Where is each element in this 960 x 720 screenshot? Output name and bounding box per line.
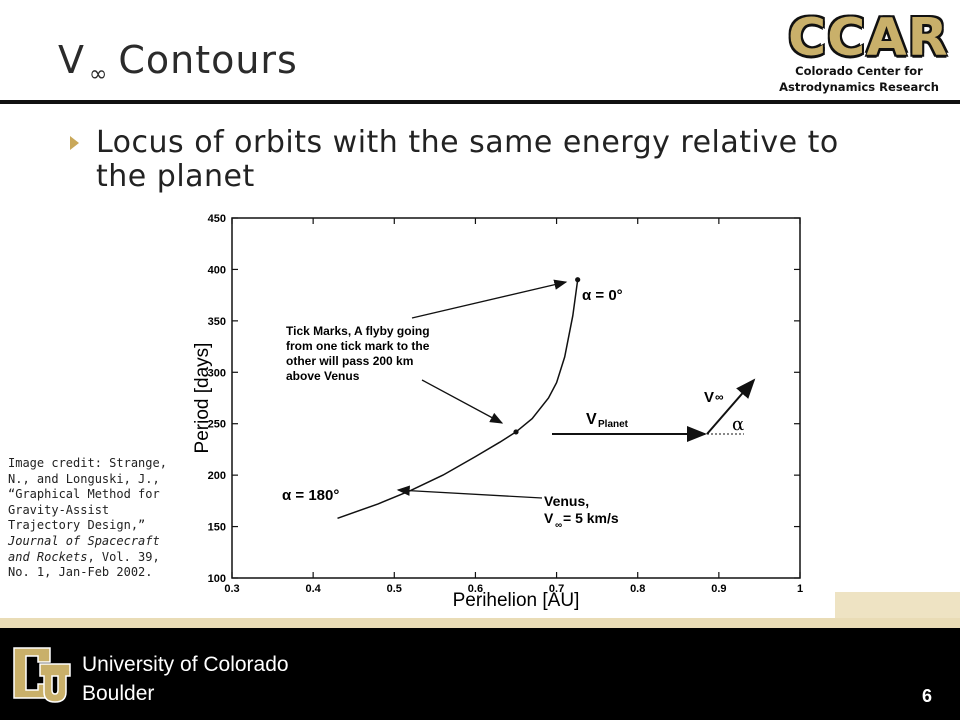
university-name: University of Colorado Boulder <box>82 650 289 708</box>
y-tick-label: 200 <box>208 470 226 482</box>
title-rest: Contours <box>118 38 298 82</box>
title-subscript: ∞ <box>89 62 109 87</box>
arrow-from-venus-label <box>396 485 543 499</box>
ccar-logo-abbrev: CCAR <box>788 8 949 68</box>
venus-label-inf: ∞ <box>555 520 562 531</box>
x-tick-label: 0.5 <box>387 583 402 595</box>
bullet-arrow-icon <box>70 136 79 150</box>
vinf-vector <box>706 378 756 435</box>
title-v: V <box>58 38 85 82</box>
y-tick-label: 350 <box>208 316 226 328</box>
x-tick-label: 0.6 <box>468 583 483 595</box>
x-tick-label: 0.7 <box>549 583 564 595</box>
y-tick-label: 150 <box>208 522 226 534</box>
tick-note-line1: Tick Marks, A flyby going <box>286 324 430 338</box>
title-rule <box>0 100 960 104</box>
footer-accent-block <box>835 592 960 620</box>
bullet-line2: the planet <box>96 159 255 194</box>
arrow-to-mid-tick <box>421 379 504 424</box>
y-tick-label: 300 <box>208 367 226 379</box>
y-axis-label: Period [days] <box>192 343 213 454</box>
cu-logo-icon <box>13 647 71 703</box>
footer-bar <box>0 628 960 720</box>
tick-note-line3: other will pass 200 km <box>286 354 413 368</box>
vinf-label: V <box>704 389 714 406</box>
tick-note-line4: above Venus <box>286 369 360 383</box>
credit-journal: Journal of Spacecraft and Rockets <box>8 533 160 564</box>
chart-svg: 0.3 0.4 0.5 0.6 0.7 0.8 0.9 1 100 150 200 250 300 350… <box>192 213 803 611</box>
venus-label-v: V <box>544 510 554 526</box>
ccar-logo: CCAR Colorado Center for Astrodynamics R… <box>770 8 948 100</box>
university-line2: Boulder <box>82 682 155 705</box>
image-credit: Image credit: Strange, N., and Longuski,… <box>8 456 184 581</box>
bullet-line1: Locus of orbits with the same energy rel… <box>96 125 839 160</box>
ccar-logo-line2: Astrodynamics Research <box>779 80 939 94</box>
footer-band <box>0 618 960 630</box>
alpha-180-label: α = 180° <box>282 487 339 504</box>
x-tick-label: 0.3 <box>224 583 239 595</box>
alpha-zero-label: α = 0° <box>582 287 623 304</box>
vinf-subscript: ∞ <box>715 390 724 404</box>
plot-frame <box>231 217 801 579</box>
y-tick-label: 250 <box>208 419 226 431</box>
credit-text-1: Image credit: Strange, N., and Longuski,… <box>8 456 167 533</box>
flyby-tick-mark <box>513 429 519 435</box>
tick-note-line2: from one tick mark to the <box>286 339 430 353</box>
x-tick-label: 0.9 <box>711 583 726 595</box>
y-tick-label: 400 <box>208 264 226 276</box>
ccar-logo-line1: Colorado Center for <box>795 64 923 78</box>
alpha-angle-label: α <box>732 414 744 435</box>
y-tick-label: 450 <box>208 213 226 225</box>
page-title: V ∞ Contours <box>58 38 298 87</box>
venus-label-speed: = 5 km/s <box>563 510 619 526</box>
venus-label-line1: Venus, <box>544 493 589 509</box>
y-tick-label: 100 <box>208 573 226 585</box>
bullet-point: Locus of orbits with the same energy rel… <box>70 126 890 194</box>
x-axis-label: Perihelion [AU] <box>453 590 580 611</box>
x-tick-label: 0.4 <box>305 583 321 595</box>
vplanet-label: V <box>586 411 597 428</box>
university-line1: University of Colorado <box>82 653 289 676</box>
x-tick-label: 0.8 <box>630 583 645 595</box>
arrow-to-alpha0-tick <box>411 279 568 319</box>
vinf-contour-chart: 0.3 0.4 0.5 0.6 0.7 0.8 0.9 1 100 150 200 250 300 350… <box>172 208 834 620</box>
credit-text-2: , Vol. 39, No. 1, Jan-Feb 2002. <box>8 549 160 580</box>
page-number: 6 <box>922 686 933 706</box>
flyby-tick-mark <box>575 277 581 283</box>
vplanet-subscript: Planet <box>598 419 629 430</box>
x-tick-label: 1 <box>797 583 803 595</box>
